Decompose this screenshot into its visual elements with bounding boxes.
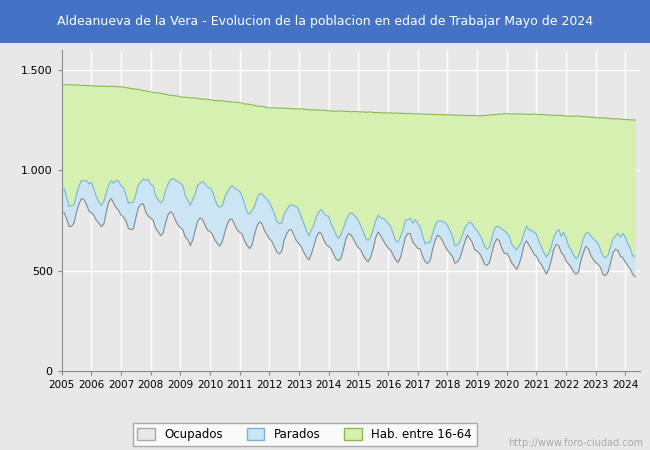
Text: http://www.foro-ciudad.com: http://www.foro-ciudad.com [508,438,644,448]
Legend: Ocupados, Parados, Hab. entre 16-64: Ocupados, Parados, Hab. entre 16-64 [133,423,477,446]
Text: Aldeanueva de la Vera - Evolucion de la poblacion en edad de Trabajar Mayo de 20: Aldeanueva de la Vera - Evolucion de la … [57,15,593,28]
